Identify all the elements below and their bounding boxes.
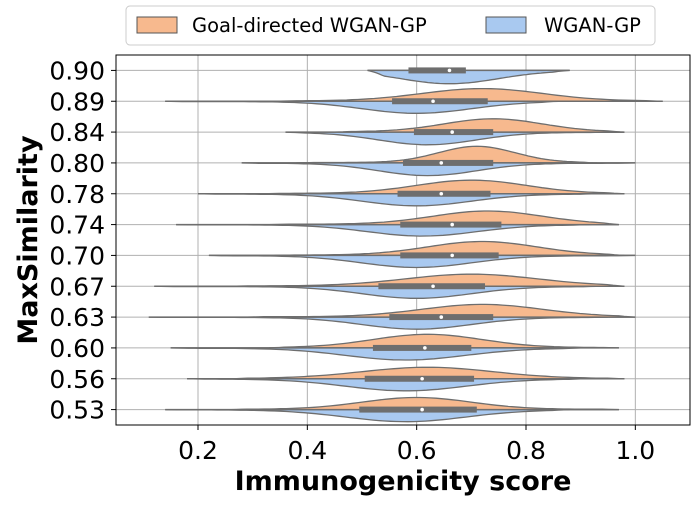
median-dot-0.89 <box>431 99 435 104</box>
iqr-box-0.70 <box>400 252 499 259</box>
plot-frame <box>115 54 691 426</box>
y-tick-label-8: 0.63 <box>49 303 105 332</box>
iqr-box-0.53 <box>359 406 477 413</box>
y-tick-label-5: 0.74 <box>49 211 105 240</box>
iqr-box-0.78 <box>397 190 491 197</box>
y-tick-label-7: 0.67 <box>49 272 105 301</box>
iqr-box-0.89 <box>392 98 488 105</box>
x-tick-label-3: 0.8 <box>506 436 546 465</box>
legend: Goal-directed WGAN-GP WGAN-GP <box>125 5 656 46</box>
median-dot-0.70 <box>450 253 455 258</box>
x-axis-ticks: 0.2 0.4 0.6 0.8 1.0 <box>178 425 655 465</box>
median-dot-0.84 <box>450 130 455 134</box>
legend-swatch-wgan-gp <box>485 16 527 34</box>
y-tick-label-0: 0.90 <box>49 56 105 85</box>
violin-wgan-gp-0.89 <box>165 100 559 114</box>
x-tick-label-1: 0.4 <box>287 436 327 465</box>
violin-goal-directed-0.56 <box>230 366 625 380</box>
violin-layer <box>148 69 663 423</box>
median-dot-0.74 <box>450 222 455 227</box>
y-tick-label-2: 0.84 <box>49 118 105 147</box>
legend-label-wgan-gp: WGAN-GP <box>544 14 641 37</box>
iqr-box-0.80 <box>403 159 494 166</box>
violin-goal-directed-0.60 <box>269 333 619 349</box>
median-dot-0.63 <box>439 315 444 319</box>
x-tick-label-4: 1.0 <box>615 436 655 465</box>
violin-wgan-gp-0.90 <box>367 69 570 85</box>
median-dot-0.56 <box>420 376 424 381</box>
y-tick-label-9: 0.60 <box>49 334 105 363</box>
y-tick-label-3: 0.80 <box>49 149 105 178</box>
violin-goal-directed-0.84 <box>334 118 625 133</box>
median-dot-0.90 <box>447 68 452 73</box>
y-tick-label-1: 0.89 <box>49 87 105 116</box>
median-dot-0.78 <box>439 191 444 196</box>
median-dot-0.67 <box>431 284 435 289</box>
legend-label-goal-directed: Goal-directed WGAN-GP <box>192 14 427 37</box>
x-tick-label-0: 0.2 <box>178 436 218 465</box>
violin-goal-directed-0.89 <box>274 87 663 102</box>
iqr-box-0.60 <box>372 344 472 351</box>
violin-wgan-gp-0.74 <box>176 223 592 237</box>
median-dot-0.53 <box>420 407 424 412</box>
x-tick-label-2: 0.6 <box>397 436 437 465</box>
x-axis-title: Immunogenicity score <box>235 466 572 497</box>
y-axis-ticks: 0.900.890.840.800.780.740.700.670.630.60… <box>49 56 116 425</box>
legend-swatch-goal-directed <box>136 16 178 34</box>
median-dot-0.80 <box>439 161 444 165</box>
iqr-box-0.56 <box>364 375 475 382</box>
y-axis-title: MaxSimilarity <box>13 135 44 345</box>
y-tick-label-6: 0.70 <box>49 241 105 270</box>
boxplot-layer <box>148 67 663 413</box>
median-dot-0.60 <box>423 346 427 350</box>
y-tick-label-11: 0.53 <box>49 396 105 425</box>
violin-wgan-gp-0.56 <box>187 378 587 392</box>
legend-frame <box>125 5 656 46</box>
y-tick-label-10: 0.56 <box>49 365 105 394</box>
violin-wgan-gp-0.63 <box>148 316 609 330</box>
y-tick-label-4: 0.78 <box>49 180 105 209</box>
iqr-box-0.90 <box>408 67 466 74</box>
